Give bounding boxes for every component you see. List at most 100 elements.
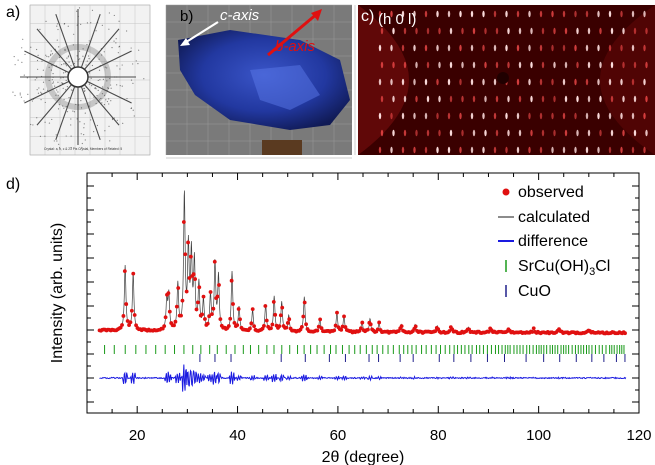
observed-point (377, 320, 382, 325)
observed-point (304, 322, 308, 327)
observed-point (235, 323, 240, 328)
difference-line (99, 364, 627, 392)
observed-point (215, 294, 220, 299)
observed-point (197, 285, 202, 290)
x-tick-label: 120 (626, 427, 651, 444)
observed-point (250, 307, 255, 312)
observed-point (238, 317, 242, 322)
observed-point (252, 324, 257, 329)
observed-point (299, 324, 304, 329)
x-tick-label: 80 (430, 427, 447, 444)
observed-point (226, 324, 231, 328)
observed-point (263, 304, 268, 308)
observed-point (342, 314, 346, 319)
legend-label: SrCu(OH)3Cl (518, 258, 610, 278)
observed-point (122, 269, 127, 274)
observed-point (231, 302, 235, 306)
observed-point (128, 320, 133, 325)
observed-point (318, 317, 323, 322)
observed-point (264, 318, 269, 323)
observed-point (399, 324, 404, 329)
panel-a-caption: Crystal: a, b, c & 23 Pts Crystal, Membe… (44, 147, 122, 151)
observed-point (174, 304, 179, 309)
observed-point (229, 278, 234, 283)
observed-point (280, 305, 285, 310)
observed-point (172, 323, 176, 328)
observed-point (179, 313, 183, 318)
observed-point (368, 322, 373, 327)
observed-point (301, 314, 306, 319)
observed-point (212, 259, 217, 264)
panel-b-label: b) (180, 8, 193, 25)
observed-point (232, 320, 237, 325)
observed-point (183, 252, 188, 257)
observed-point (180, 298, 185, 303)
observed-point (285, 321, 290, 325)
observed-point (358, 326, 363, 331)
observed-point (530, 330, 535, 334)
observed-point (343, 325, 348, 329)
observed-point (196, 300, 200, 305)
observed-point (218, 317, 223, 322)
observed-point (193, 277, 197, 281)
observed-point (228, 316, 233, 321)
c-axis-arrow (182, 21, 219, 45)
observed-point (333, 323, 338, 328)
observed-point (531, 326, 536, 331)
y-axis-title: Intensity (arb. units) (49, 223, 66, 364)
observed-point (447, 329, 452, 333)
observed-point (131, 271, 136, 276)
legend-label: CuO (518, 283, 551, 300)
observed-point (277, 324, 282, 329)
observed-point (163, 315, 168, 320)
observed-point (210, 312, 214, 317)
observed-point (124, 302, 129, 306)
legend-label: observed (518, 184, 584, 201)
observed-point (186, 240, 190, 245)
b-axis-label: b-axis (275, 38, 316, 55)
legend-label: difference (518, 233, 588, 250)
observed-point (316, 324, 321, 329)
observed-point (433, 329, 438, 334)
observed-point (208, 290, 213, 294)
observed-point (486, 329, 491, 334)
observed-point (176, 286, 181, 290)
observed-point (302, 300, 307, 305)
powder-chart: 20 40 60 80 100 120 observed calculated differe… (86, 172, 652, 444)
observed-point (284, 325, 289, 330)
x-tick-label: 100 (526, 427, 551, 444)
observed-point (184, 289, 189, 294)
plane-label: (h 0 l) (378, 11, 416, 28)
observed-point (207, 314, 212, 319)
observed-point (194, 307, 199, 312)
observed-point (236, 307, 241, 311)
observed-point (335, 310, 339, 315)
observed-point (132, 313, 137, 317)
observed-point (217, 283, 221, 287)
observed-point (201, 294, 206, 299)
x-tick-label: 20 (129, 427, 146, 444)
panel-b-image (165, 4, 356, 159)
b-axis-arrow (267, 11, 319, 57)
legend-label: calculated (518, 209, 590, 226)
panel-a-label: a) (6, 4, 21, 21)
c-axis-label: c-axis (220, 7, 260, 24)
panel-a-image (12, 4, 151, 156)
beam-stop-icon (67, 66, 89, 88)
panel-d-label: d) (6, 176, 21, 193)
observed-point (287, 317, 292, 322)
observed-point (332, 328, 337, 333)
observed-point (269, 326, 273, 331)
observed-point (166, 291, 171, 296)
x-tick-label: 60 (330, 427, 347, 444)
observed-point (188, 254, 193, 259)
panel-c-label: c) (361, 8, 375, 25)
observed-point (270, 322, 275, 327)
observed-point (247, 326, 252, 331)
x-axis-title: 2θ (degree) (322, 449, 405, 465)
observed-point (278, 313, 283, 318)
observed-point (366, 327, 370, 332)
panel-c-image (358, 5, 655, 155)
observed-point (249, 321, 254, 326)
